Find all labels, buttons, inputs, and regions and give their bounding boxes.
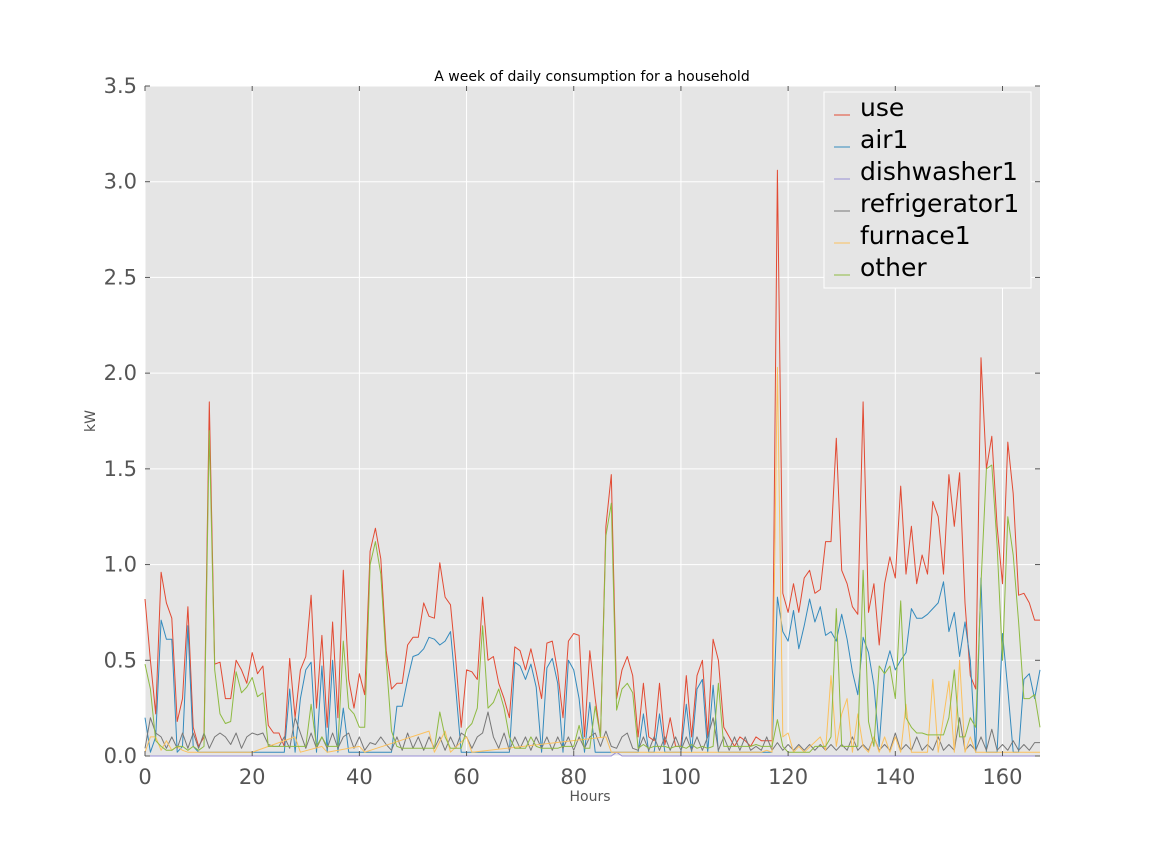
legend-label-air1: air1 — [860, 125, 908, 154]
series-line-use — [144, 169, 1040, 747]
chart-title: A week of daily consumption for a househ… — [434, 69, 749, 85]
y-tick-label: 2.5 — [104, 265, 137, 289]
legend: use air1 dishwasher1 refrigerator1 furnace1 o… — [823, 91, 1032, 289]
x-axis: 0 20 40 60 80 100 120 140 160 — [138, 86, 1023, 789]
x-tick-label: 140 — [875, 765, 915, 789]
x-tick-label: 80 — [560, 765, 587, 789]
legend-label-use: use — [860, 93, 904, 122]
x-tick-label: 0 — [138, 765, 151, 789]
x-tick-label: 40 — [346, 765, 373, 789]
x-axis-label: Hours — [569, 789, 610, 805]
series-layer — [144, 169, 1041, 757]
x-tick-label: 100 — [661, 765, 701, 789]
x-tick-label: 60 — [453, 765, 480, 789]
y-tick-label: 1.0 — [104, 553, 137, 577]
legend-label-furnace1: furnace1 — [860, 221, 971, 250]
y-tick-label: 2.0 — [104, 361, 137, 385]
y-tick-label: 0.5 — [104, 648, 137, 672]
y-tick-label: 3.5 — [104, 74, 137, 98]
y-axis: 0.0 0.5 1.0 1.5 2.0 2.5 3.0 3.5 — [104, 74, 1040, 768]
legend-box — [823, 91, 1032, 289]
legend-label-other: other — [860, 253, 927, 282]
series-line-dishwasher1 — [145, 751, 1040, 757]
legend-label-dishwasher1: dishwasher1 — [860, 157, 1018, 186]
y-tick-label: 1.5 — [104, 457, 137, 481]
series-line-other — [144, 430, 1041, 753]
x-tick-label: 160 — [982, 765, 1022, 789]
x-tick-label: 120 — [768, 765, 808, 789]
y-axis-label: kW — [83, 410, 99, 432]
x-tick-label: 20 — [239, 765, 266, 789]
series-line-refrigerator1 — [144, 711, 1040, 751]
y-tick-label: 3.0 — [104, 170, 137, 194]
legend-label-refrigerator1: refrigerator1 — [860, 189, 1019, 218]
y-tick-label: 0.0 — [104, 744, 137, 768]
